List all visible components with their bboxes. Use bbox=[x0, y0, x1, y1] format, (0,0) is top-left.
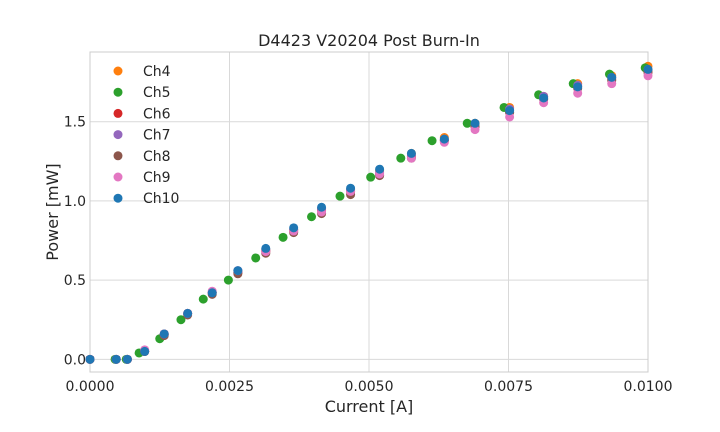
x-tick-label: 0.0050 bbox=[345, 379, 394, 395]
x-tick-label: 0.0100 bbox=[624, 379, 673, 395]
data-point bbox=[183, 308, 193, 318]
data-point bbox=[335, 191, 345, 201]
data-point bbox=[375, 164, 385, 174]
y-tick-label: 1.5 bbox=[64, 115, 86, 131]
y-tick-label: 1.0 bbox=[64, 194, 86, 210]
legend-marker bbox=[113, 172, 123, 182]
data-points bbox=[85, 61, 653, 364]
y-axis-label: Power [mW] bbox=[43, 163, 62, 260]
data-point bbox=[573, 82, 583, 92]
legend-label: Ch4 bbox=[143, 64, 171, 80]
legend-label: Ch6 bbox=[143, 106, 171, 122]
x-tick-label: 0.0025 bbox=[205, 379, 254, 395]
data-point bbox=[251, 253, 261, 263]
data-point bbox=[505, 106, 515, 116]
data-point bbox=[643, 71, 653, 81]
y-tick-label: 0.5 bbox=[64, 273, 86, 289]
data-point bbox=[643, 64, 653, 74]
data-point bbox=[406, 148, 416, 158]
data-point bbox=[140, 346, 150, 356]
data-point bbox=[573, 88, 583, 98]
x-tick-label: 0.0075 bbox=[484, 379, 533, 395]
data-point bbox=[439, 134, 449, 144]
data-point bbox=[396, 153, 406, 163]
data-point bbox=[159, 329, 169, 339]
data-point bbox=[207, 288, 217, 298]
legend-label: Ch7 bbox=[143, 128, 171, 144]
legend-marker bbox=[113, 130, 123, 140]
data-point bbox=[470, 118, 480, 128]
data-point bbox=[539, 93, 549, 103]
data-point bbox=[317, 202, 327, 212]
data-point bbox=[85, 354, 95, 364]
data-point bbox=[278, 232, 288, 242]
data-point bbox=[122, 354, 132, 364]
data-point bbox=[233, 266, 243, 276]
plot-frame bbox=[89, 51, 649, 373]
data-point bbox=[462, 118, 472, 128]
series-ch10 bbox=[85, 64, 653, 364]
data-point bbox=[607, 72, 617, 82]
data-point bbox=[223, 275, 233, 285]
data-point bbox=[505, 112, 515, 122]
data-point bbox=[470, 125, 480, 135]
data-point bbox=[261, 243, 271, 253]
legend-label: Ch9 bbox=[143, 170, 171, 186]
legend-label: Ch10 bbox=[143, 191, 179, 207]
x-tick-label: 0.0000 bbox=[66, 379, 115, 395]
data-point bbox=[607, 79, 617, 89]
data-point bbox=[111, 354, 121, 364]
x-tick-labels: 0.0000 0.0025 0.0050 0.0075 0.0100 bbox=[66, 379, 673, 395]
chart-title: D4423 V20204 Post Burn-In bbox=[258, 31, 480, 50]
legend-label: Ch5 bbox=[143, 85, 171, 101]
data-point bbox=[289, 223, 299, 233]
data-point bbox=[307, 212, 317, 222]
legend-marker bbox=[113, 66, 123, 76]
y-tick-labels: 0.0 0.5 1.0 1.5 bbox=[64, 115, 86, 369]
legend-marker bbox=[113, 193, 123, 203]
legend: Ch4 Ch5 Ch6 Ch7 Ch8 Ch9 Ch10 bbox=[113, 64, 179, 207]
legend-marker bbox=[113, 87, 123, 97]
y-tick-label: 0.0 bbox=[64, 352, 86, 368]
legend-label: Ch8 bbox=[143, 149, 171, 165]
data-point bbox=[346, 183, 356, 193]
data-point bbox=[176, 315, 186, 325]
data-point bbox=[427, 136, 437, 146]
x-axis-label: Current [A] bbox=[325, 397, 414, 416]
legend-marker bbox=[113, 108, 123, 118]
legend-marker bbox=[113, 151, 123, 161]
data-point bbox=[198, 294, 208, 304]
data-point bbox=[366, 172, 376, 182]
